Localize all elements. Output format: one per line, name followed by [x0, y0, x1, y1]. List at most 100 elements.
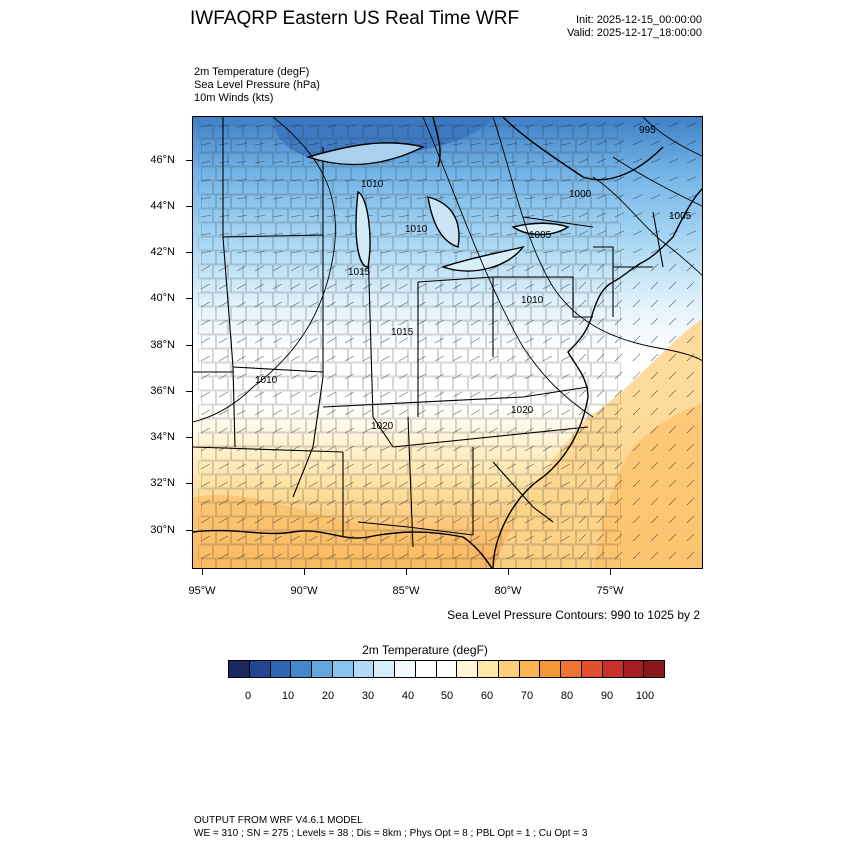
wind-barb — [524, 250, 535, 254]
county-cell — [603, 460, 618, 475]
county-cell — [321, 362, 336, 377]
county-cell — [606, 250, 621, 265]
county-cell — [573, 124, 588, 139]
county-cell — [513, 544, 528, 559]
wind-barb — [596, 299, 605, 308]
wind-barb — [362, 301, 372, 308]
wind-barbs — [200, 122, 697, 560]
wind-barb — [218, 142, 229, 146]
lat-label: 36°N — [150, 385, 175, 397]
wind-barb — [542, 427, 552, 434]
county-cell — [576, 278, 591, 293]
county-cell — [333, 516, 348, 531]
county-cell — [363, 488, 378, 503]
county-cell — [243, 236, 258, 251]
county-cell — [336, 390, 351, 405]
wind-barb — [272, 535, 282, 542]
wind-barb — [596, 317, 605, 326]
wind-barb — [326, 427, 336, 434]
wind-barb — [470, 196, 481, 200]
county-cell — [606, 502, 621, 517]
county-cell — [321, 502, 336, 517]
county-cell — [453, 152, 468, 167]
wind-barb — [668, 371, 677, 380]
county-cell — [261, 166, 276, 181]
wind-barb — [398, 265, 408, 272]
lat-label: 34°N — [150, 431, 175, 443]
county-cell — [408, 544, 423, 559]
wind-barb — [290, 409, 300, 416]
wind-barb — [506, 196, 517, 200]
contour-note: Sea Level Pressure Contours: 990 to 1025… — [447, 608, 700, 622]
wind-barb — [524, 517, 534, 524]
county-cell — [486, 194, 501, 209]
colorbar-tick-label: 40 — [401, 690, 415, 702]
county-cell — [528, 264, 543, 279]
county-cell — [288, 180, 303, 195]
county-cell — [603, 292, 618, 307]
wind-barb — [308, 283, 318, 290]
county-cell — [588, 180, 603, 195]
wind-barb — [380, 427, 390, 434]
county-cell — [558, 320, 573, 335]
wind-barb — [524, 337, 534, 344]
wind-barb — [326, 301, 336, 308]
wind-barb — [614, 122, 625, 128]
county-cell — [543, 516, 558, 531]
colorbar-swatch — [602, 661, 624, 677]
wind-barb — [560, 535, 570, 542]
county-cell — [471, 474, 486, 489]
wind-barb — [578, 248, 589, 254]
county-cell — [198, 516, 213, 531]
county-cell — [453, 544, 468, 559]
county-cell — [498, 152, 513, 167]
county-cell — [471, 222, 486, 237]
colorbar-swatch — [498, 661, 520, 677]
county-cell — [246, 502, 261, 517]
county-cell — [591, 250, 606, 265]
wind-barb — [308, 427, 318, 434]
wind-barb — [398, 250, 409, 254]
county-cell — [573, 236, 588, 251]
wind-barb — [308, 250, 319, 254]
county-cell — [258, 320, 273, 335]
county-cell — [306, 446, 321, 461]
wind-barb — [254, 535, 264, 542]
wind-barb — [560, 265, 570, 272]
cold-core-north — [273, 117, 493, 162]
county-cell — [393, 236, 408, 251]
county-cell — [576, 362, 591, 377]
county-cell — [333, 264, 348, 279]
wind-barb — [650, 263, 659, 272]
county-cell — [306, 558, 321, 568]
county-cell — [546, 250, 561, 265]
county-cell — [351, 278, 366, 293]
variable-winds: 10m Winds (kts) — [194, 92, 274, 104]
lon-tick — [406, 569, 407, 575]
county-cell — [276, 446, 291, 461]
county-cell — [198, 432, 213, 447]
county-cell — [486, 446, 501, 461]
wind-barb — [596, 140, 607, 146]
county-cell — [228, 376, 243, 391]
wind-barb — [560, 553, 570, 560]
county-cell — [276, 418, 291, 433]
county-cell — [561, 558, 576, 568]
county-cell — [396, 390, 411, 405]
county-cell — [426, 446, 441, 461]
county-cell — [411, 446, 426, 461]
county-cell — [576, 530, 591, 545]
wind-barb — [632, 515, 641, 524]
county-cell — [516, 138, 531, 153]
wind-barb — [380, 409, 390, 416]
wind-barb — [506, 409, 516, 416]
county-cell — [396, 530, 411, 545]
county-cell — [261, 194, 276, 209]
colorbar-swatch — [561, 661, 583, 677]
county-cell — [291, 166, 306, 181]
colorbar-swatch — [291, 661, 313, 677]
wind-barb — [290, 373, 300, 380]
county-cell — [396, 418, 411, 433]
county-cell — [588, 376, 603, 391]
wind-barb — [488, 178, 499, 182]
